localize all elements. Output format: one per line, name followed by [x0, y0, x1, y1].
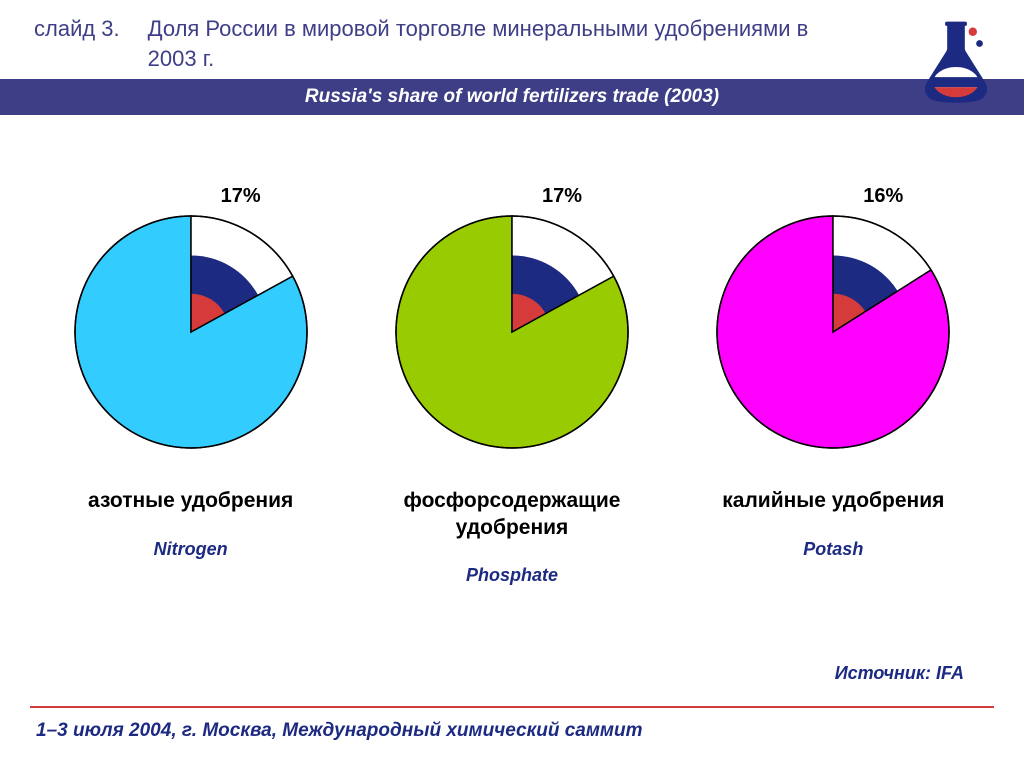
labels-nitrogen: азотные удобрения Nitrogen [41, 488, 341, 586]
percent-label: 17% [542, 185, 582, 208]
pie-chart [71, 212, 311, 452]
logo-icon [914, 20, 998, 104]
slide-title-ru: Доля России в мировой торговле минеральн… [148, 14, 848, 73]
footer-divider [30, 706, 994, 708]
percent-label: 16% [863, 185, 903, 208]
source-label: Источник: IFA [835, 663, 964, 684]
chart-label-ru: калийные удобрения [683, 488, 983, 514]
footer-text: 1–3 июля 2004, г. Москва, Международный … [36, 720, 642, 742]
labels-potash: калийные удобрения Potash [683, 488, 983, 586]
chart-label-en: Potash [683, 539, 983, 560]
pie-chart [713, 212, 953, 452]
percent-label: 17% [221, 185, 261, 208]
slide: слайд 3. Доля России в мировой торговле … [0, 0, 1024, 768]
chart-label-en: Nitrogen [41, 539, 341, 560]
chart-potash: 16% [683, 185, 983, 452]
chart-label-ru: азотные удобрения [41, 488, 341, 514]
subtitle-bar: Russia's share of world fertilizers trad… [0, 79, 1024, 115]
slide-number: слайд 3. [34, 14, 120, 42]
pie-chart [392, 212, 632, 452]
chart-label-ru: фосфорсодержащие удобрения [362, 488, 662, 541]
chart-label-en: Phosphate [362, 565, 662, 586]
chart-nitrogen: 17% [41, 185, 341, 452]
charts-row: 17% 17% 16% [0, 115, 1024, 452]
chart-phosphate: 17% [362, 185, 662, 452]
header: слайд 3. Доля России в мировой торговле … [0, 0, 1024, 79]
labels-row: азотные удобрения Nitrogen фосфорсодержа… [0, 452, 1024, 586]
labels-phosphate: фосфорсодержащие удобрения Phosphate [362, 488, 662, 586]
